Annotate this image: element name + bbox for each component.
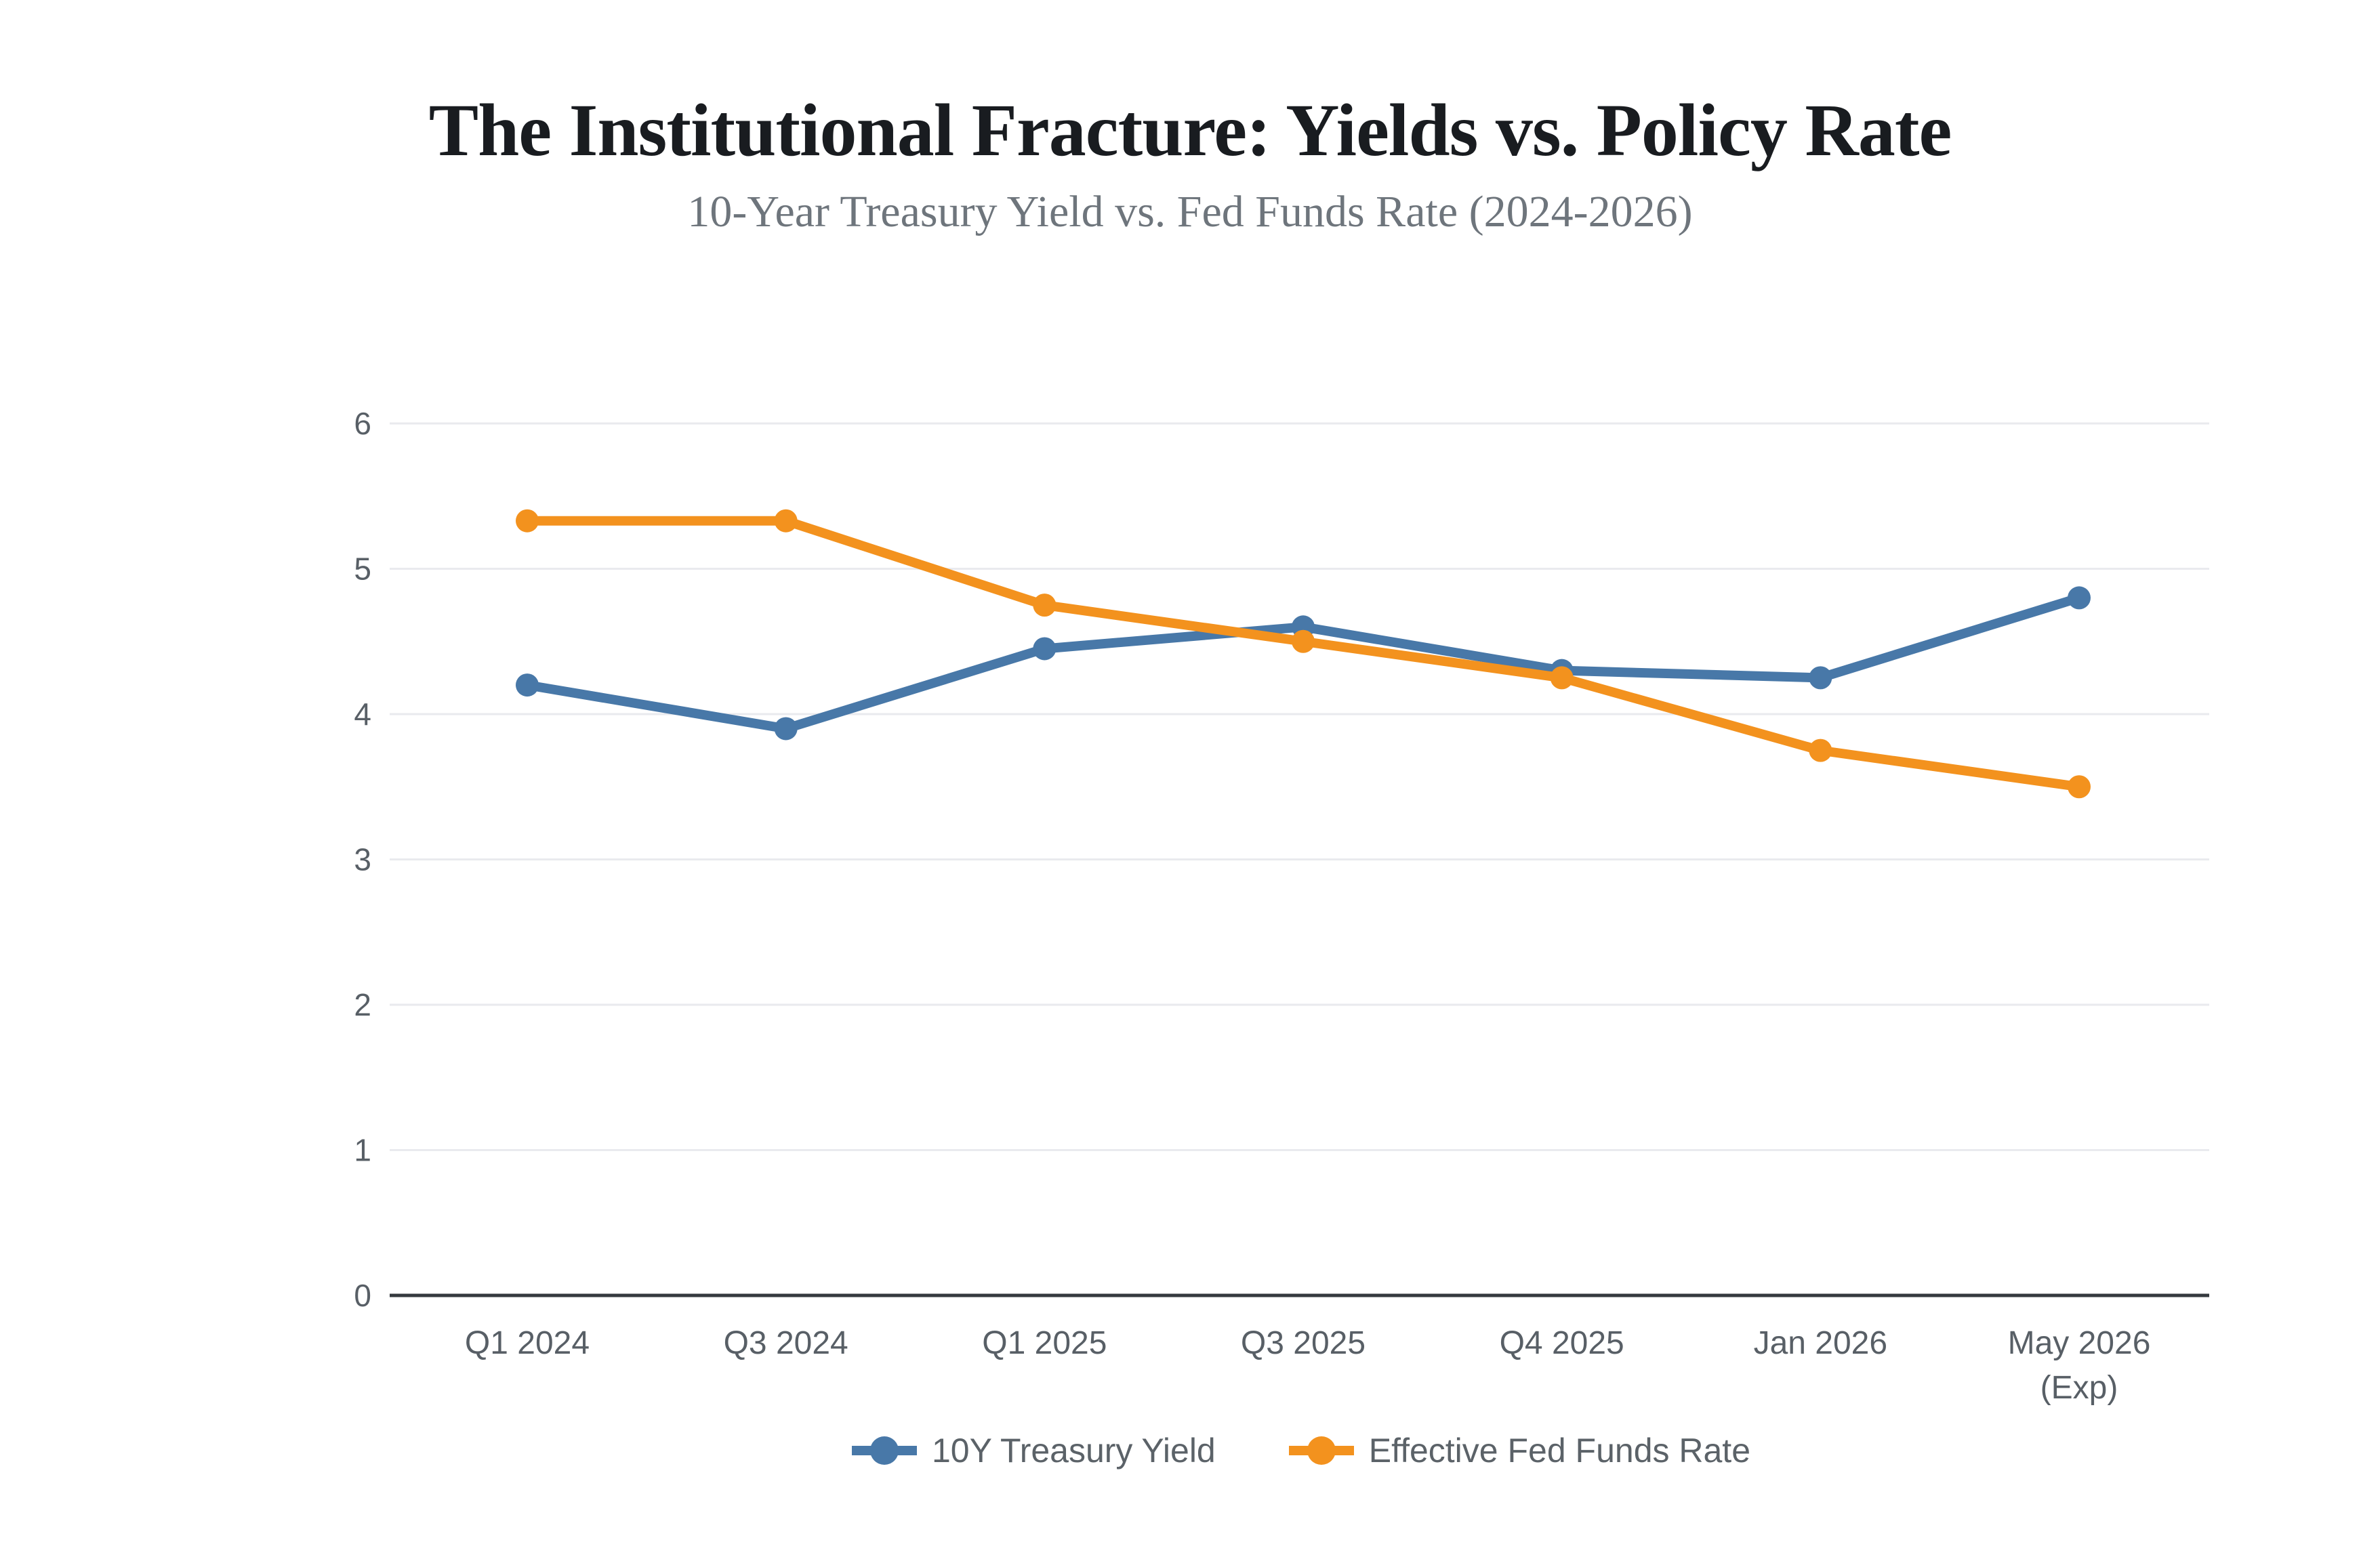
- chart-title: The Institutional Fracture: Yields vs. P…: [428, 89, 1952, 171]
- x-tick-label: Q1 2025: [982, 1325, 1107, 1361]
- x-tick-label: Q1 2024: [465, 1325, 590, 1361]
- x-tick-label: Q3 2024: [724, 1325, 848, 1361]
- data-point[interactable]: [2068, 586, 2091, 610]
- x-tick-label: Jan 2026: [1754, 1325, 1888, 1361]
- x-tick-label: (Exp): [2040, 1370, 2118, 1406]
- legend-label-effective-fed-funds-rate: Effective Fed Funds Rate: [1368, 1432, 1751, 1470]
- y-tick-label: 1: [354, 1133, 371, 1168]
- y-tick-label: 6: [354, 406, 371, 441]
- y-tick-label: 5: [354, 551, 371, 587]
- data-point[interactable]: [1809, 738, 1832, 762]
- data-point[interactable]: [774, 717, 798, 741]
- data-point[interactable]: [516, 509, 539, 533]
- y-tick-label: 0: [354, 1278, 371, 1313]
- data-point[interactable]: [1550, 666, 1574, 690]
- y-tick-label: 4: [354, 696, 371, 732]
- data-point[interactable]: [1292, 629, 1315, 653]
- data-point[interactable]: [1033, 594, 1056, 617]
- legend-line-dot-marker-blue: [851, 1436, 917, 1465]
- chart-subtitle: 10-Year Treasury Yield vs. Fed Funds Rat…: [687, 187, 1693, 236]
- x-tick-label: Q3 2025: [1241, 1325, 1366, 1361]
- data-point[interactable]: [1033, 637, 1056, 661]
- data-point[interactable]: [774, 509, 798, 533]
- chart-legend: 10Y Treasury Yield Effective Fed Funds R…: [390, 1420, 2210, 1481]
- x-tick-label: May 2026: [2008, 1325, 2151, 1361]
- legend-line-dot-marker-orange: [1288, 1436, 1354, 1465]
- series-line: [522, 516, 2084, 792]
- y-tick-label: 2: [354, 987, 371, 1022]
- legend-label-10y-treasury-yield: 10Y Treasury Yield: [931, 1432, 1216, 1470]
- y-tick-label: 3: [354, 842, 371, 877]
- data-point[interactable]: [2068, 775, 2091, 799]
- legend-item-10y-treasury-yield[interactable]: 10Y Treasury Yield: [849, 1432, 1216, 1470]
- legend-item-effective-fed-funds-rate[interactable]: Effective Fed Funds Rate: [1286, 1432, 1750, 1470]
- data-point[interactable]: [1809, 666, 1832, 690]
- data-point[interactable]: [516, 673, 539, 697]
- x-tick-label: Q4 2025: [1500, 1325, 1624, 1361]
